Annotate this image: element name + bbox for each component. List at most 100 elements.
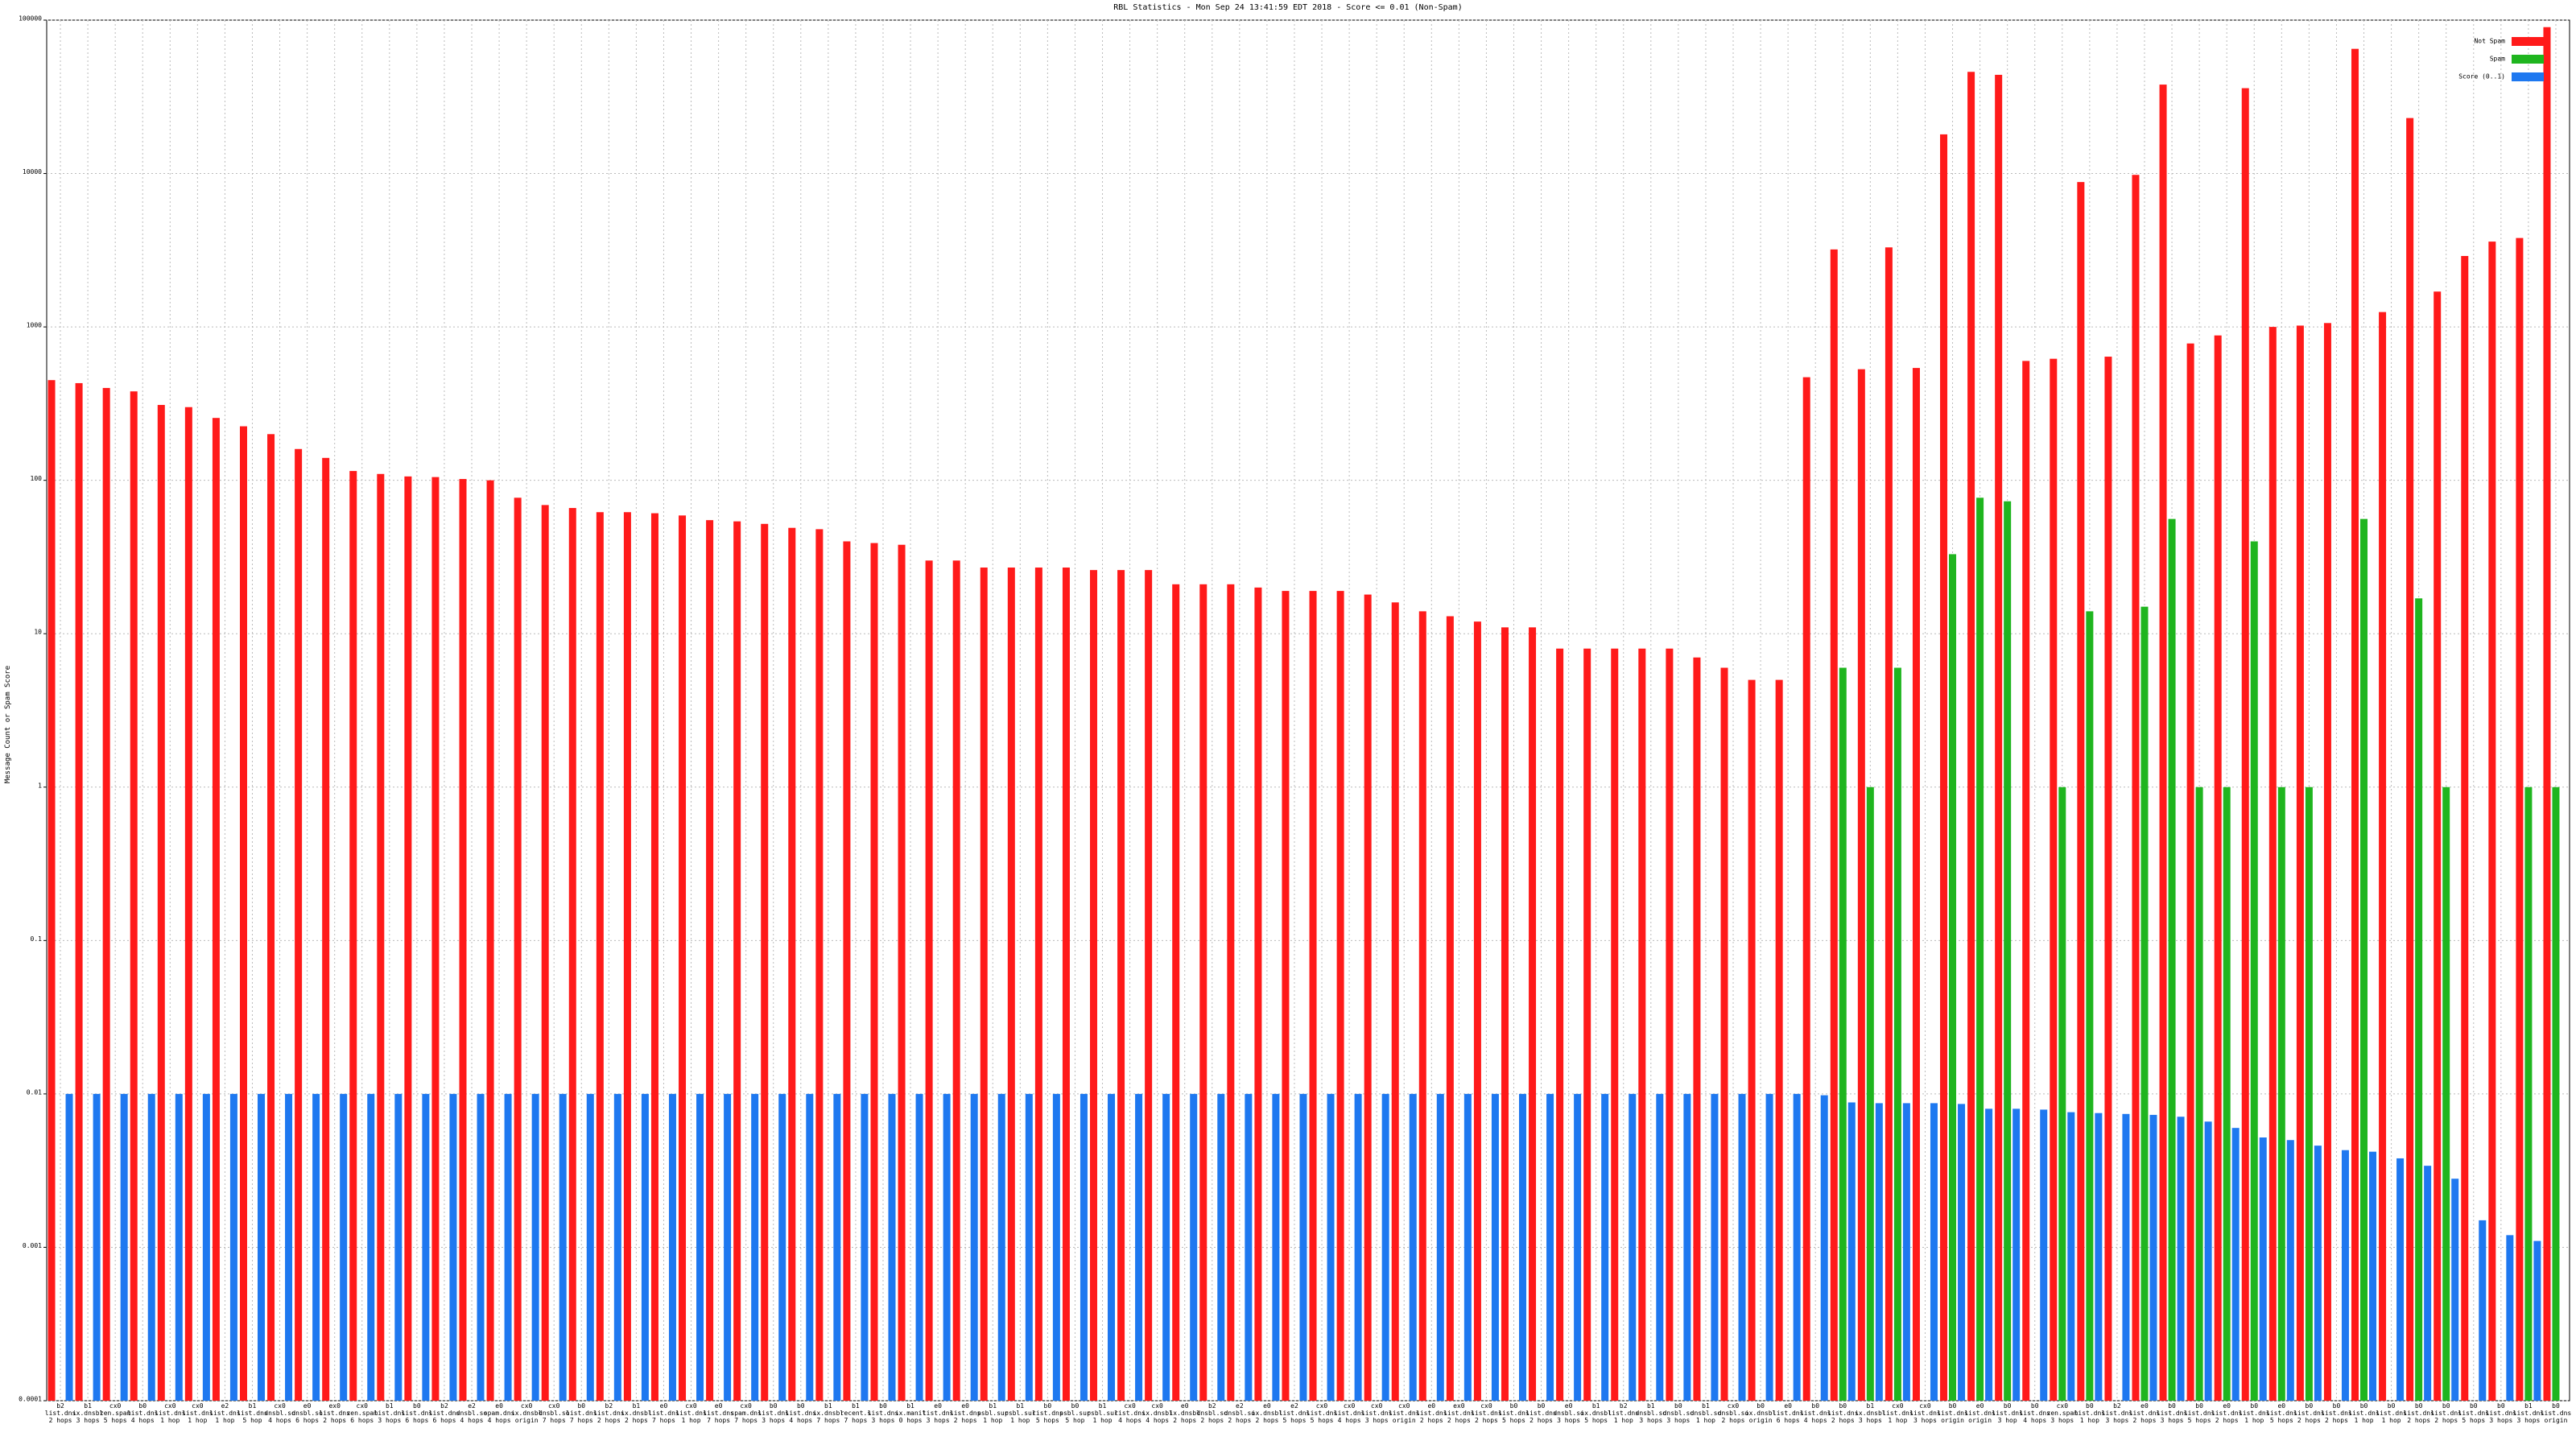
bar	[431, 477, 440, 1401]
y-tick-label: 10000	[23, 168, 42, 175]
x-tick-label-line: dnsbl.so	[1718, 1410, 1749, 1417]
bar	[2250, 541, 2258, 1401]
x-tick-label-line: ix.dnsbl	[1855, 1410, 1886, 1417]
x-tick-label-line: b1	[249, 1402, 257, 1410]
bar	[2424, 1166, 2432, 1401]
bar	[1693, 657, 1701, 1401]
x-tick-label: cx0 list.dns 4 hops	[1114, 1402, 1146, 1424]
bar	[130, 391, 138, 1401]
x-tick-label-line: 4 hops	[488, 1417, 511, 1424]
bar	[2195, 786, 2203, 1401]
bar	[2077, 182, 2085, 1402]
bar	[1711, 1093, 1719, 1401]
bar	[2259, 1137, 2267, 1401]
x-tick-label-line: 5 hop	[1065, 1417, 1084, 1424]
bar	[2533, 1241, 2541, 1401]
x-tick-label-line: b1	[989, 1402, 997, 1410]
x-tick-label-line: 1 hop	[983, 1417, 1002, 1424]
x-tick-label: b0 list.dns 2 hops	[2430, 1402, 2462, 1424]
x-tick-label: b2 list.dns 2 hops	[593, 1402, 625, 1424]
x-tick-label-line: list.dns	[1307, 1410, 1338, 1417]
x-tick-label-line: e0	[303, 1402, 312, 1410]
x-tick-label: cx0 dnsbl.so 2 hops	[1718, 1402, 1749, 1424]
x-tick-label-line: 3 hops	[927, 1417, 950, 1424]
x-tick-label: e2 list.dns 1 hop	[209, 1402, 241, 1424]
bar	[706, 520, 714, 1401]
bar	[93, 1093, 101, 1401]
x-tick-label-line: cx0	[1344, 1402, 1356, 1410]
x-tick-label: e0 ix.dnsbl 2 hops	[1252, 1402, 1283, 1424]
x-tick-label: e0 list.dns 2 hops	[1416, 1402, 1447, 1424]
x-tick-label-line: b0	[2415, 1402, 2423, 1410]
bar	[2140, 606, 2149, 1401]
x-tick-label: b0 ix.dnsbl origin	[1745, 1402, 1777, 1424]
x-tick-label: b1 psbl.sur 1 hop	[977, 1402, 1009, 1424]
x-tick-label-line: b2	[605, 1402, 613, 1410]
bar	[2442, 786, 2450, 1401]
x-tick-label: cx0 zen.spam 3 hops	[2047, 1402, 2079, 1424]
bar	[1309, 591, 1317, 1401]
bar	[504, 1093, 512, 1401]
bar	[1117, 570, 1125, 1401]
bar	[970, 1093, 978, 1401]
x-tick-label-line: cx0	[1398, 1402, 1410, 1410]
x-tick-label-line: psbl.sur	[1005, 1410, 1036, 1417]
x-tick-label-line: e0	[1976, 1402, 1984, 1410]
x-tick-label-line: 1 hop	[2354, 1417, 2373, 1424]
bar	[1738, 1093, 1746, 1401]
bar	[1518, 1093, 1526, 1401]
bar	[788, 527, 796, 1401]
y-tick-label: 1	[38, 782, 42, 789]
legend-swatch	[2512, 72, 2544, 81]
x-tick-label-line: b0	[2388, 1402, 2396, 1410]
bar	[568, 508, 576, 1401]
x-tick-label-line: b2	[1208, 1402, 1216, 1410]
x-tick-label-line: 5 hops	[1311, 1417, 1334, 1424]
x-tick-label-line: psbl.sur	[1087, 1410, 1118, 1417]
x-tick-label-line: b0	[2470, 1402, 2478, 1410]
x-tick-label-line: 4 hops	[1338, 1417, 1361, 1424]
bar	[459, 479, 467, 1401]
x-tick-label-line: b0	[1757, 1402, 1765, 1410]
bar	[1830, 249, 1838, 1401]
bar	[1501, 627, 1509, 1401]
x-tick-label-line: b0	[2195, 1402, 2203, 1410]
x-tick-label: cx0 list.dns 1 hop	[675, 1402, 707, 1424]
x-tick-label: b1 dnsbl.so 3 hops	[1636, 1402, 1667, 1424]
bar	[2168, 518, 2176, 1401]
x-tick-label: b0 list.dns 3 hops	[758, 1402, 789, 1424]
x-tick-label-line: b1	[84, 1402, 92, 1410]
x-tick-label: b0 dnsbl.so 3 hops	[1663, 1402, 1695, 1424]
x-tick-label-line: list.dns	[1964, 1410, 1996, 1417]
bar	[1199, 584, 1208, 1401]
bar	[349, 471, 357, 1401]
x-tick-label-line: 2 hops	[954, 1417, 977, 1424]
bar	[2004, 501, 2012, 1402]
x-tick-label: b1 list.dns 3 hops	[374, 1402, 406, 1424]
x-tick-label-line: origin	[1968, 1417, 1992, 1424]
x-tick-label-line: b0	[1949, 1402, 1957, 1410]
bar	[1847, 1102, 1856, 1401]
x-tick-label-line: b0	[1839, 1402, 1847, 1410]
x-tick-label-line: b1	[852, 1402, 860, 1410]
x-tick-label-line: e0	[715, 1402, 723, 1410]
x-tick-label: b0 list.dns 5 hops	[1032, 1402, 1063, 1424]
x-tick-label-line: b0	[138, 1402, 147, 1410]
x-tick-label: e0 list.dns 6 hops	[1773, 1402, 1804, 1424]
bar	[2360, 518, 2368, 1401]
x-tick-label-line: dnsbl.so	[539, 1410, 570, 1417]
x-tick-label-line: list.dns	[1114, 1410, 1146, 1417]
x-tick-label-line: b0	[2552, 1402, 2560, 1410]
x-tick-label-line: ix.dnsbl	[511, 1410, 543, 1417]
x-tick-label-line: 1 hop	[215, 1417, 234, 1424]
x-tick-label-line: 2 hops	[625, 1417, 648, 1424]
y-tick-label: 0.01	[27, 1088, 42, 1096]
x-tick-label: cx0 list.dns 3 hops	[1909, 1402, 1941, 1424]
x-tick-label-line: list.dns	[1909, 1410, 1941, 1417]
x-tick-label-line: 1 hop	[2080, 1417, 2099, 1424]
bar	[1217, 1093, 1225, 1401]
x-tick-label-line: cx0	[1892, 1402, 1904, 1410]
x-tick-label: e0 list.dns 7 hops	[648, 1402, 679, 1424]
x-tick-label-line: list.dns	[2513, 1410, 2545, 1417]
